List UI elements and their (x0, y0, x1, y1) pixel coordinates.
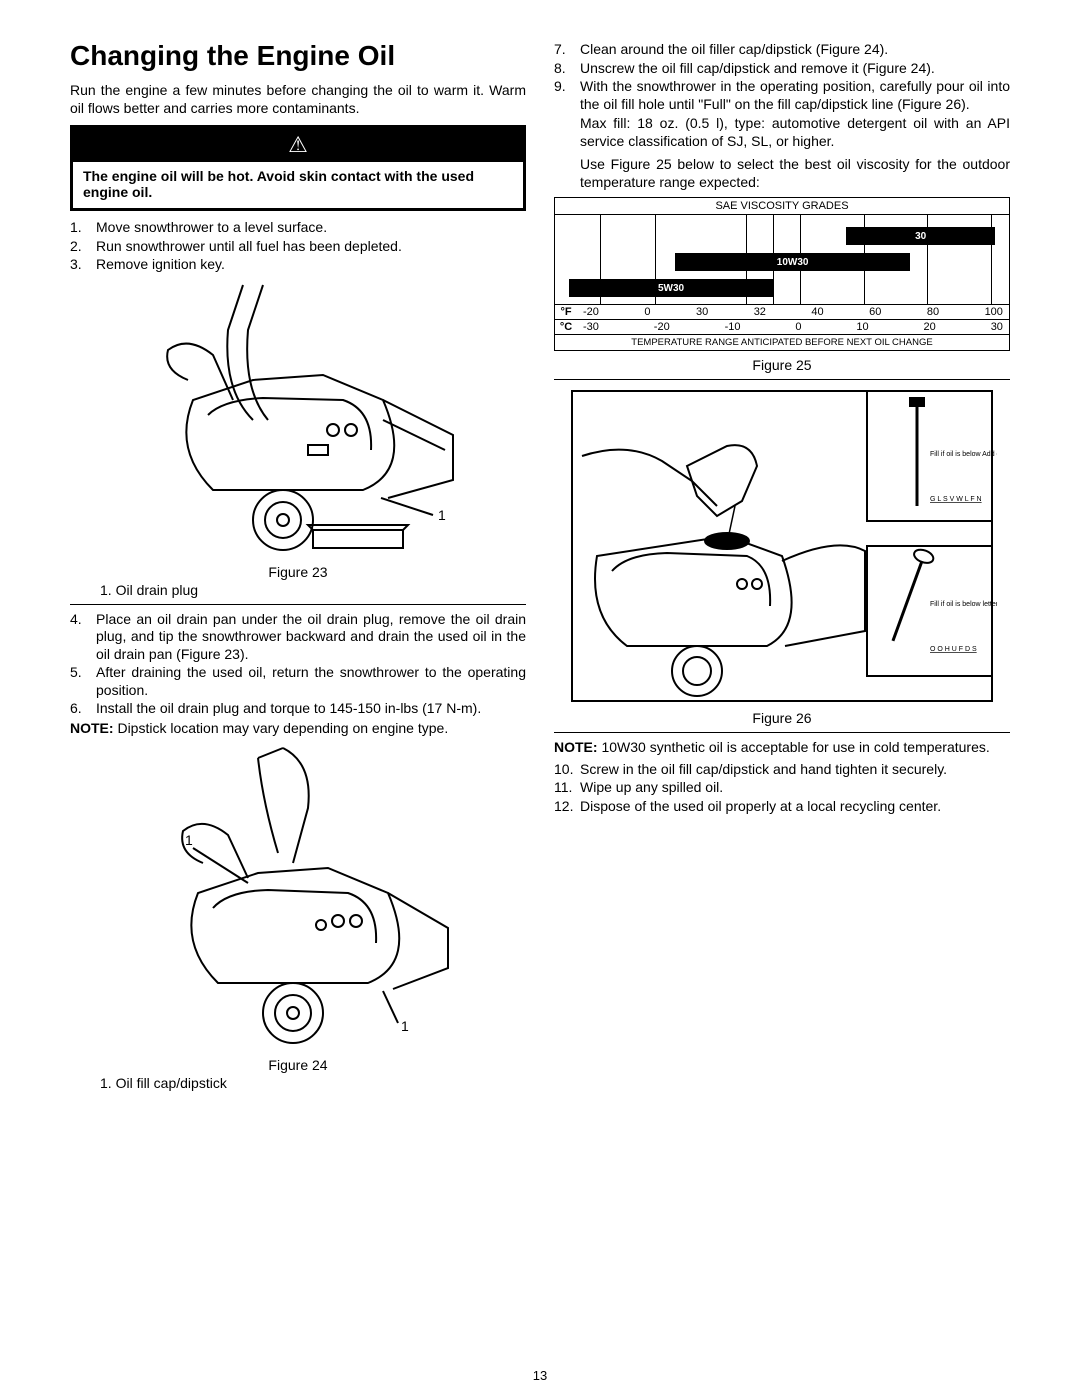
figure-24-legend: 1. Oil fill cap/dipstick (70, 1075, 526, 1091)
warning-box: ⚠ The engine oil will be hot. Avoid skin… (70, 125, 526, 211)
maxfill-para: Max fill: 18 oz. (0.5 l), type: automoti… (580, 115, 1010, 150)
step-7: 7.Clean around the oil filler cap/dipsti… (554, 41, 1010, 59)
step-1: 1.Move snowthrower to a level surface. (70, 219, 526, 237)
viscosity-bar: 5W30 (569, 279, 774, 297)
step-5: 5.After draining the used oil, return th… (70, 664, 526, 699)
fig23-callout: 1 (438, 507, 446, 523)
figure-23-caption: Figure 23 (70, 564, 526, 580)
fig24-callout-2: 1 (401, 1018, 409, 1034)
fig26-inset2-text: Fill if oil is below letter L on the (930, 601, 997, 608)
viscosity-chart: SAE VISCOSITY GRADES 30 10W30 5W30 °F -200… (554, 197, 1010, 351)
note-left: NOTE: Dipstick location may vary dependi… (70, 720, 526, 738)
step-9: 9.With the snowthrower in the operating … (554, 78, 1010, 113)
figure-24-block: 1 1 Figure 24 1. Oil fill cap/dipstick (70, 743, 526, 1091)
step-10: 10.Screw in the oil fill cap/dipstick an… (554, 761, 1010, 779)
step-11: 11.Wipe up any spilled oil. (554, 779, 1010, 797)
step-3: 3.Remove ignition key. (70, 256, 526, 274)
steps-10-12: 10.Screw in the oil fill cap/dipstick an… (554, 761, 1010, 816)
figure-26-caption: Figure 26 (554, 710, 1010, 726)
page-number: 13 (0, 1368, 1080, 1383)
vc-c-scale: °C -30-20-100102030 (555, 320, 1009, 335)
steps-4-6: 4.Place an oil drain pan under the oil d… (70, 611, 526, 718)
figure-26-svg: Fill if oil is below Add on the G L S V … (567, 386, 997, 706)
step-12: 12.Dispose of the used oil properly at a… (554, 798, 1010, 816)
step-8: 8.Unscrew the oil fill cap/dipstick and … (554, 60, 1010, 78)
step-6: 6.Install the oil drain plug and torque … (70, 700, 526, 718)
fig26-inset1-text: Fill if oil is below Add on the (930, 451, 997, 458)
steps-7-9: 7.Clean around the oil filler cap/dipsti… (554, 41, 1010, 113)
figure-26-block: Fill if oil is below Add on the G L S V … (554, 386, 1010, 726)
page-title: Changing the Engine Oil (70, 40, 526, 72)
intro-paragraph: Run the engine a few minutes before chan… (70, 82, 526, 117)
right-column: 7.Clean around the oil filler cap/dipsti… (554, 40, 1010, 1097)
page-columns: Changing the Engine Oil Run the engine a… (70, 40, 1010, 1097)
step-4: 4.Place an oil drain pan under the oil d… (70, 611, 526, 664)
steps-1-3: 1.Move snowthrower to a level surface. 2… (70, 219, 526, 274)
vc-footer: TEMPERATURE RANGE ANTICIPATED BEFORE NEX… (555, 335, 1009, 350)
svg-text:O O H U F D S: O O H U F D S (930, 646, 977, 653)
figure-23-legend: 1. Oil drain plug (70, 582, 526, 598)
figure-24-caption: Figure 24 (70, 1057, 526, 1073)
vc-body: 30 10W30 5W30 (555, 215, 1009, 305)
figure-24-svg: 1 1 (143, 743, 453, 1053)
step-2: 2.Run snowthrower until all fuel has bee… (70, 238, 526, 256)
figure-25-block: Figure 25 (554, 357, 1010, 373)
fig24-callout-1: 1 (185, 832, 193, 848)
separator (554, 379, 1010, 380)
use25-para: Use Figure 25 below to select the best o… (580, 156, 1010, 191)
left-column: Changing the Engine Oil Run the engine a… (70, 40, 526, 1097)
figure-23-block: 1 Figure 23 1. Oil drain plug (70, 280, 526, 598)
figure-25-caption: Figure 25 (554, 357, 1010, 373)
warning-icon: ⚠ (73, 128, 523, 162)
separator (70, 604, 526, 605)
note-right: NOTE: 10W30 synthetic oil is acceptable … (554, 739, 1010, 757)
viscosity-bar: 10W30 (675, 253, 910, 271)
figure-23-svg: 1 (133, 280, 463, 560)
vc-title: SAE VISCOSITY GRADES (555, 198, 1009, 215)
viscosity-bar: 30 (846, 227, 995, 245)
svg-text:G L S V W L F N: G L S V W L F N (930, 496, 982, 503)
vc-f-scale: °F -2003032406080100 (555, 305, 1009, 320)
separator (554, 732, 1010, 733)
warning-text: The engine oil will be hot. Avoid skin c… (73, 162, 523, 208)
